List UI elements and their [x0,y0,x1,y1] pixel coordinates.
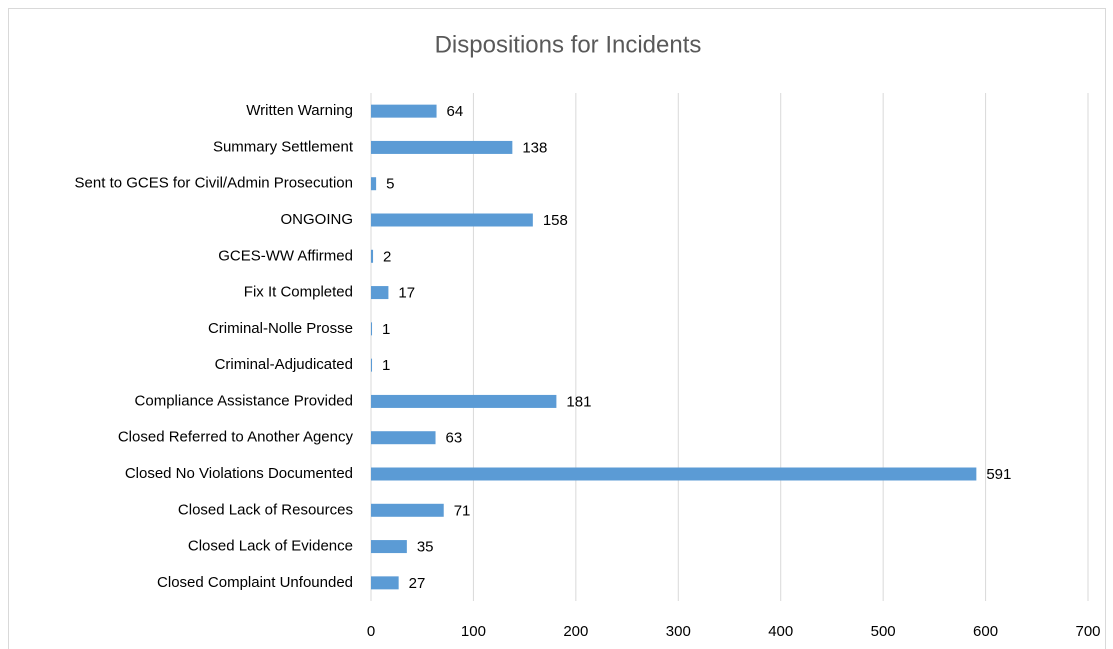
bar [371,177,377,191]
y-tick-label: Fix It Completed [244,284,353,301]
data-label: 27 [409,575,426,592]
x-tick-label: 700 [1075,623,1100,640]
bar [371,213,533,227]
y-tick-label: Closed Lack of Evidence [188,538,353,555]
data-label: 158 [543,212,568,229]
y-tick-label: Closed No Violations Documented [125,465,353,482]
chart-frame [8,8,1106,649]
bar [371,140,513,154]
y-tick-label: Closed Lack of Resources [178,501,353,518]
data-label: 2 [383,248,391,265]
data-label: 1 [382,357,390,374]
data-label: 35 [417,539,434,556]
bar [371,286,389,300]
data-label: 5 [386,176,394,193]
y-tick-label: Summary Settlement [213,138,354,155]
y-tick-label: Closed Referred to Another Agency [118,429,354,446]
y-tick-label: Sent to GCES for Civil/Admin Prosecution [75,175,353,192]
y-tick-label: Written Warning [246,102,353,119]
bar [371,104,437,118]
data-label: 138 [522,139,547,156]
x-tick-label: 500 [871,623,896,640]
data-label: 64 [447,103,464,120]
x-tick-label: 600 [973,623,998,640]
data-label: 181 [566,393,591,410]
data-label: 63 [446,430,463,447]
bar [371,540,407,554]
y-tick-label: GCES-WW Affirmed [218,247,353,264]
x-tick-label: 300 [666,623,691,640]
y-tick-label: Criminal-Adjudicated [215,356,353,373]
bar [371,576,399,590]
bar [371,503,444,517]
y-tick-label: Closed Complaint Unfounded [157,574,353,591]
bar [371,322,373,336]
data-label: 17 [398,285,415,302]
x-tick-label: 100 [461,623,486,640]
bar [371,249,374,263]
y-tick-label: ONGOING [280,211,353,228]
x-tick-label: 400 [768,623,793,640]
y-tick-label: Compliance Assistance Provided [135,392,353,409]
chart-title: Dispositions for Incidents [435,31,702,58]
data-label: 71 [454,502,471,519]
data-label: 591 [986,466,1011,483]
data-label: 1 [382,321,390,338]
x-tick-label: 200 [563,623,588,640]
x-tick-label: 0 [367,623,375,640]
bar [371,431,436,445]
bar [371,467,977,481]
bar [371,394,557,408]
bar [371,358,373,372]
y-tick-label: Criminal-Nolle Prosse [208,320,353,337]
